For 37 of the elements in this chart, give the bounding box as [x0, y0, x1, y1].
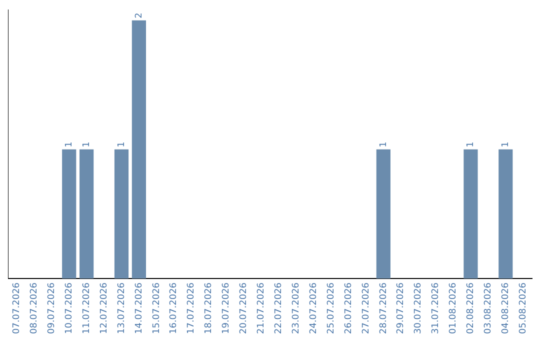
x-tick-label: 20.07.2026	[239, 282, 250, 334]
x-tick-label: 21.07.2026	[256, 282, 267, 334]
x-tick-label: 31.07.2026	[431, 282, 442, 334]
data-label: 1	[82, 142, 92, 148]
x-tick-label: 26.07.2026	[344, 282, 354, 334]
x-tick-label: 07.07.2026	[12, 282, 22, 334]
x-tick-label: 22.07.2026	[274, 282, 284, 334]
x-tick-label: 04.08.2026	[500, 282, 511, 334]
x-tick-label: 16.07.2026	[169, 282, 180, 334]
x-tick-label: 05.08.2026	[518, 282, 528, 334]
x-tick-label: 09.07.2026	[46, 282, 57, 334]
x-tick-label: 02.08.2026	[466, 282, 476, 334]
data-label: 1	[500, 142, 511, 148]
x-tick-label: 15.07.2026	[152, 282, 162, 334]
x-tick-label: 10.07.2026	[64, 282, 74, 334]
x-tick-label: 18.07.2026	[204, 282, 214, 334]
x-tick-label: 03.08.2026	[484, 282, 494, 334]
data-label: 1	[466, 142, 476, 148]
x-tick-label: 14.07.2026	[134, 282, 144, 334]
x-tick-label: 08.07.2026	[30, 282, 40, 334]
x-tick-label: 11.07.2026	[82, 282, 92, 334]
data-label: 1	[64, 142, 74, 148]
x-tick-label: 28.07.2026	[378, 282, 389, 334]
data-label: 1	[116, 142, 127, 148]
x-tick-label: 13.07.2026	[116, 282, 127, 334]
x-tick-label: 27.07.2026	[361, 282, 372, 334]
x-tick-label: 24.07.2026	[308, 282, 319, 334]
data-label: 1	[378, 142, 389, 148]
x-tick-label: 30.07.2026	[414, 282, 424, 334]
x-tick-label: 17.07.2026	[186, 282, 197, 334]
x-tick-label: 19.07.2026	[222, 282, 232, 334]
x-tick-label: 25.07.2026	[326, 282, 336, 334]
x-tick-label: 12.07.2026	[99, 282, 110, 334]
data-label: 2	[134, 12, 144, 18]
x-tick-label: 29.07.2026	[396, 282, 406, 334]
x-tick-label: 23.07.2026	[291, 282, 302, 334]
x-tick-label: 01.08.2026	[448, 282, 459, 334]
